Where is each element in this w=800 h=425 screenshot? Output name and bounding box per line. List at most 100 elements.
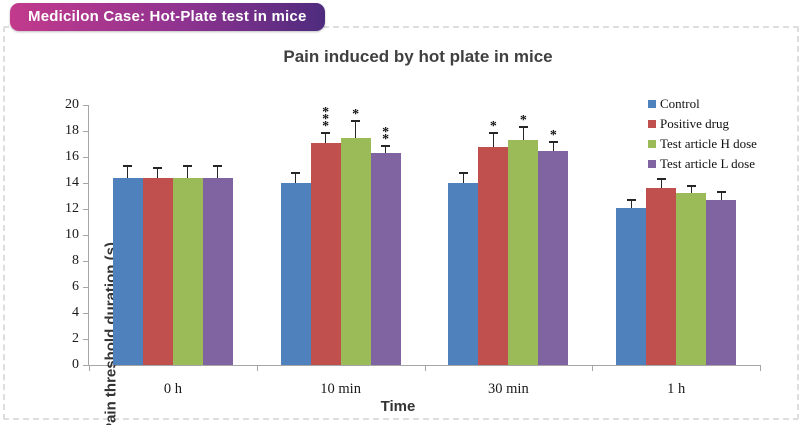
x-category-label: 10 min bbox=[320, 381, 361, 397]
y-tick-label: 6 bbox=[72, 279, 79, 294]
error-bar-cap bbox=[123, 165, 133, 168]
error-bar-cap bbox=[686, 184, 696, 187]
case-badge: Medicilon Case: Hot-Plate test in mice bbox=[10, 3, 325, 31]
y-tick bbox=[83, 105, 89, 106]
legend-swatch bbox=[648, 160, 656, 168]
chart-title: Pain induced by hot plate in mice bbox=[283, 47, 553, 66]
error-bar-cap bbox=[626, 199, 636, 202]
error-bar-cap bbox=[488, 131, 498, 134]
error-bar bbox=[217, 167, 219, 178]
significance-annotation: * bbox=[519, 113, 527, 129]
y-tick bbox=[83, 365, 89, 366]
y-tick bbox=[83, 313, 89, 314]
error-bar-cap bbox=[183, 165, 193, 168]
y-tick bbox=[83, 131, 89, 132]
error-bar bbox=[187, 167, 189, 178]
error-bar-cap bbox=[213, 165, 223, 168]
case-badge-label: Medicilon Case: Hot-Plate test in mice bbox=[28, 8, 307, 25]
y-tick-label: 8 bbox=[72, 253, 79, 268]
bar-test-article-h-dose bbox=[172, 177, 203, 365]
legend-label: Positive drug bbox=[660, 116, 729, 131]
error-bar bbox=[720, 193, 722, 200]
y-tick bbox=[83, 339, 89, 340]
legend-swatch bbox=[648, 120, 656, 128]
error-bar bbox=[385, 146, 387, 154]
error-bar-cap bbox=[518, 126, 528, 129]
y-tick bbox=[83, 235, 89, 236]
bar-control bbox=[280, 183, 311, 365]
bar-positive-drug bbox=[142, 177, 173, 365]
error-bar bbox=[552, 142, 554, 151]
significance-annotation: * * * bbox=[322, 104, 330, 134]
error-bar bbox=[157, 168, 159, 178]
significance-annotation: * bbox=[489, 118, 497, 134]
legend-label: Test article L dose bbox=[660, 156, 755, 171]
y-tick-label: 14 bbox=[65, 175, 79, 190]
y-tick bbox=[83, 183, 89, 184]
x-category-label: 1 h bbox=[667, 381, 686, 397]
error-bar bbox=[295, 173, 297, 183]
legend-item: Positive drug bbox=[648, 114, 757, 134]
legend-label: Control bbox=[660, 96, 700, 111]
bar-control bbox=[448, 183, 479, 365]
error-bar bbox=[660, 180, 662, 189]
y-tick-label: 2 bbox=[72, 331, 79, 346]
y-tick bbox=[83, 157, 89, 158]
bar-positive-drug bbox=[478, 146, 509, 365]
significance-annotation: * bbox=[549, 127, 557, 143]
content-frame bbox=[3, 26, 799, 420]
significance-annotation: * bbox=[352, 106, 360, 122]
bar-test-article-h-dose bbox=[340, 137, 371, 365]
error-bar-cap bbox=[548, 140, 558, 143]
error-bar bbox=[522, 128, 524, 141]
error-bar-cap bbox=[716, 191, 726, 194]
y-tick-label: 0 bbox=[72, 357, 79, 372]
legend-item: Test article L dose bbox=[648, 154, 757, 174]
y-tick-label: 12 bbox=[65, 201, 79, 216]
error-bar bbox=[690, 186, 692, 194]
bar-test-article-l-dose bbox=[370, 153, 401, 365]
legend-item: Test article H dose bbox=[648, 134, 757, 154]
bar-control bbox=[616, 207, 647, 365]
error-bar-cap bbox=[656, 178, 666, 181]
x-tick bbox=[592, 365, 594, 371]
legend: Control Positive drug Test article H dose T… bbox=[648, 94, 757, 174]
x-category-label: 30 min bbox=[488, 381, 529, 397]
error-bar bbox=[127, 167, 129, 178]
x-tick bbox=[760, 365, 761, 371]
y-tick-label: 20 bbox=[65, 97, 79, 112]
error-bar-cap bbox=[291, 171, 301, 174]
legend-swatch bbox=[648, 100, 656, 108]
bar-test-article-h-dose bbox=[676, 193, 707, 365]
error-bar-cap bbox=[153, 166, 163, 169]
plot-area: Pain threshold duration (s) 0 2 4 6 8 10 12 14 1… bbox=[65, 97, 761, 425]
bar-test-article-l-dose bbox=[538, 150, 569, 365]
x-axis-label: Time bbox=[380, 398, 416, 415]
bar-test-article-l-dose bbox=[202, 177, 233, 365]
y-tick-label: 18 bbox=[65, 123, 79, 138]
bar-positive-drug bbox=[646, 188, 677, 365]
bar-control bbox=[112, 177, 143, 365]
bar-test-article-l-dose bbox=[706, 199, 737, 365]
error-bar bbox=[492, 133, 494, 147]
y-tick bbox=[83, 209, 89, 210]
x-tick bbox=[256, 365, 258, 371]
bar-test-article-h-dose bbox=[508, 140, 539, 365]
x-tick bbox=[89, 365, 90, 371]
error-bar bbox=[630, 201, 632, 208]
error-bar-cap bbox=[381, 144, 391, 147]
y-tick bbox=[83, 287, 89, 288]
error-bar-cap bbox=[321, 131, 331, 134]
x-category-label: 0 h bbox=[163, 381, 182, 397]
significance-annotation: * * bbox=[382, 124, 390, 147]
error-bar-cap bbox=[351, 119, 361, 122]
error-bar bbox=[325, 133, 327, 143]
y-tick-label: 16 bbox=[65, 149, 79, 164]
legend-label: Test article H dose bbox=[660, 136, 757, 151]
y-tick bbox=[83, 261, 89, 262]
y-tick-label: 4 bbox=[72, 305, 79, 320]
error-bar bbox=[462, 173, 464, 183]
bar-positive-drug bbox=[310, 142, 341, 365]
y-tick-label: 10 bbox=[65, 227, 79, 242]
